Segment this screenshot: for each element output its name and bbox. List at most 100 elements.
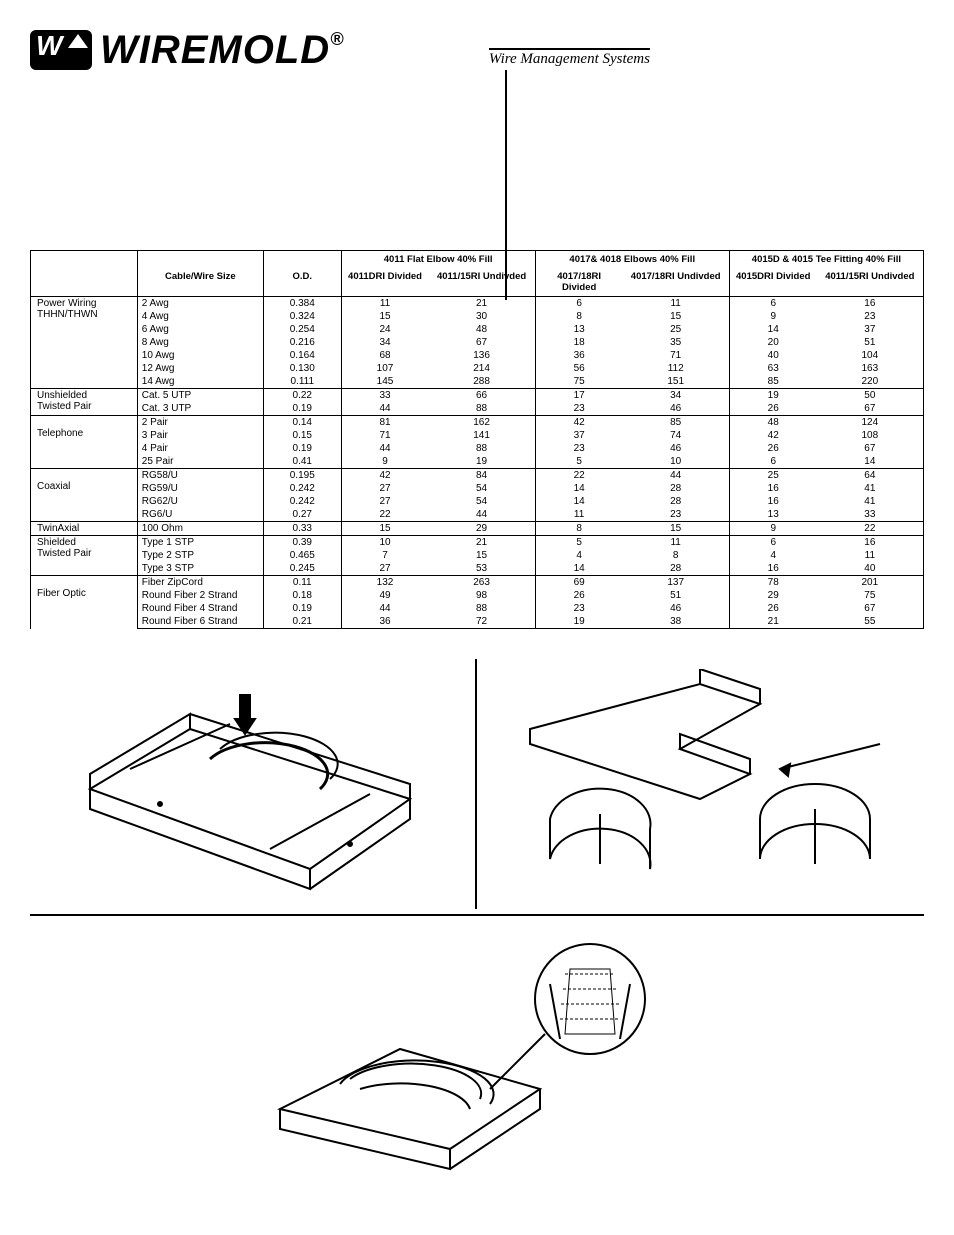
cell: 25 [729,469,816,483]
th-4017-undivided: 4017/18RI Undivded [623,268,730,297]
cell: 46 [623,402,730,416]
cell: 5 [535,455,622,469]
cell: 145 [341,375,428,389]
th-group-4015: 4015D & 4015 Tee Fitting 40% Fill [729,251,923,269]
cell: 44 [428,508,535,522]
cell: Round Fiber 2 Strand [137,589,263,602]
cell: 48 [428,323,535,336]
cell: 64 [817,469,924,483]
table-row: CoaxialRG58/U0.195428422442564 [31,469,924,483]
table-row: 6 Awg0.254244813251437 [31,323,924,336]
cell: 49 [341,589,428,602]
cell: 16 [729,482,816,495]
vertical-rule-top [505,70,507,300]
cell: 68 [341,349,428,362]
cell: 15 [623,522,730,536]
cell: 0.324 [263,310,341,323]
cell: 132 [341,576,428,590]
th-cable-wire: Cable/Wire Size [137,268,263,297]
cell: 27 [341,482,428,495]
cell: 54 [428,495,535,508]
cell: 41 [817,482,924,495]
registered-mark: ® [330,29,344,49]
cell: 63 [729,362,816,375]
cell: 11 [623,536,730,550]
cell: 44 [341,602,428,615]
cell: 4 [535,549,622,562]
cell: 10 [623,455,730,469]
cell: 23 [817,310,924,323]
th-blank [263,251,341,269]
cell: 214 [428,362,535,375]
cell: Round Fiber 6 Strand [137,615,263,629]
cell: 38 [623,615,730,629]
cell: 67 [428,336,535,349]
cell: 12 Awg [137,362,263,375]
cell: 4 Awg [137,310,263,323]
cell: 0.216 [263,336,341,349]
cell: 16 [817,297,924,311]
table-row: 3 Pair0.1571141377442108 [31,429,924,442]
cell: 40 [729,349,816,362]
cell: 16 [729,495,816,508]
table-row: Power Wiring THHN/THWN2 Awg0.38411216116… [31,297,924,311]
cell: 0.19 [263,402,341,416]
cell: Type 3 STP [137,562,263,576]
table-row: 12 Awg0.1301072145611263163 [31,362,924,375]
cell: 14 [817,455,924,469]
cell: 14 [535,482,622,495]
cell: 29 [729,589,816,602]
cell: 22 [535,469,622,483]
th-od: O.D. [263,268,341,297]
table-row: Round Fiber 2 Strand0.18499826512975 [31,589,924,602]
cell: 98 [428,589,535,602]
cell: 75 [817,589,924,602]
cell: 17 [535,389,622,403]
table-body: Power Wiring THHN/THWN2 Awg0.38411216116… [31,297,924,629]
cell: 0.33 [263,522,341,536]
cell: 0.15 [263,429,341,442]
cell: 66 [428,389,535,403]
table-row: Type 3 STP0.245275314281640 [31,562,924,576]
cell: RG58/U [137,469,263,483]
cell: 44 [341,442,428,455]
th-group-4017-4018: 4017& 4018 Elbows 40% Fill [535,251,729,269]
cell: 11 [341,297,428,311]
cell: 26 [729,402,816,416]
table-row: TwinAxial100 Ohm0.331529815922 [31,522,924,536]
cell: 28 [623,562,730,576]
cell: 15 [428,549,535,562]
cell: 37 [817,323,924,336]
cell: 6 Awg [137,323,263,336]
cell: 28 [623,495,730,508]
cell: 0.111 [263,375,341,389]
brand-icon [30,30,92,70]
cell: 14 Awg [137,375,263,389]
table-row: RG6/U0.27224411231333 [31,508,924,522]
cell: 23 [535,402,622,416]
cell: 22 [817,522,924,536]
cell: 163 [817,362,924,375]
cell: 46 [623,442,730,455]
cell: 33 [817,508,924,522]
diagram-elbow-insert [500,669,910,899]
cell: 108 [817,429,924,442]
cell: 88 [428,602,535,615]
cell: 100 Ohm [137,522,263,536]
cell: 7 [341,549,428,562]
th-blank [31,251,138,269]
cell: 10 Awg [137,349,263,362]
cell: 88 [428,402,535,416]
th-4017-divided: 4017/18RI Divided [535,268,622,297]
cell: 14 [535,562,622,576]
cell: 67 [817,442,924,455]
cell: 0.254 [263,323,341,336]
cell: 33 [341,389,428,403]
cell: 9 [729,310,816,323]
cell: 5 [535,536,622,550]
table-row: RG59/U0.242275414281641 [31,482,924,495]
cell: Cat. 3 UTP [137,402,263,416]
cell: 14 [729,323,816,336]
cell: 3 Pair [137,429,263,442]
cell: 53 [428,562,535,576]
